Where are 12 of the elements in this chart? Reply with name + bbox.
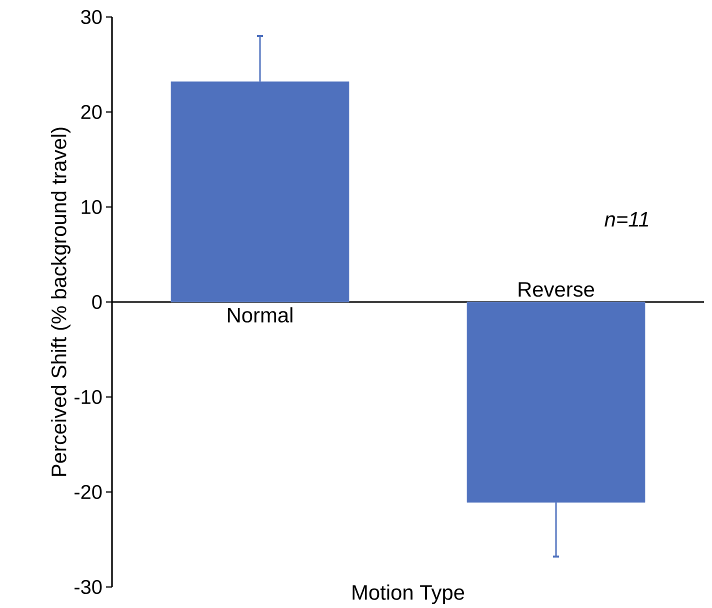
y-tick-label: 10 — [82, 200, 102, 214]
y-tick-label: 30 — [81, 10, 102, 24]
x-tick-label: Reverse — [518, 282, 594, 297]
y-tick-label: -20 — [74, 484, 102, 500]
y-axis-title: Perceived Shift (% background travel) — [50, 128, 70, 476]
y-tick-label: -30 — [74, 580, 102, 594]
x-tick-label: Normal — [228, 307, 292, 323]
y-tick-label: -10 — [74, 390, 102, 404]
x-axis-title: Motion Type — [352, 584, 464, 604]
annotation: n=11 — [604, 212, 648, 227]
y-tick-label: 0 — [92, 294, 102, 310]
y-tick-label: 20 — [81, 104, 102, 120]
